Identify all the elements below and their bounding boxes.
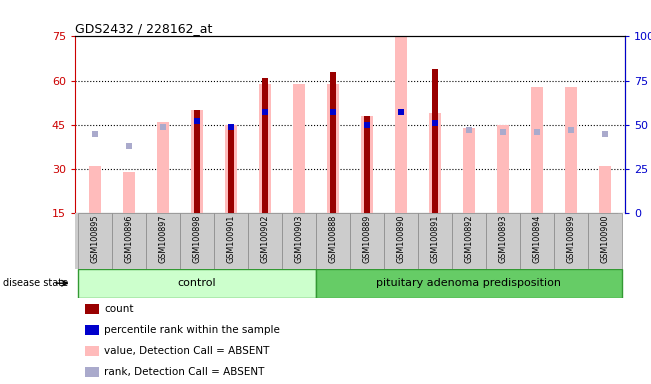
Text: GSM100889: GSM100889 <box>363 215 371 263</box>
Bar <box>293 84 305 213</box>
Bar <box>418 213 452 269</box>
Text: GSM100893: GSM100893 <box>498 215 507 263</box>
Text: GSM100895: GSM100895 <box>90 215 100 263</box>
Bar <box>191 110 203 213</box>
Bar <box>364 116 370 213</box>
Bar <box>519 213 553 269</box>
Text: GSM100900: GSM100900 <box>600 215 609 263</box>
Bar <box>350 213 384 269</box>
Bar <box>452 213 486 269</box>
Text: GSM100891: GSM100891 <box>430 215 439 263</box>
Bar <box>463 128 475 213</box>
Bar <box>384 213 418 269</box>
Bar <box>225 125 237 213</box>
Bar <box>78 213 112 269</box>
Text: disease state: disease state <box>3 278 68 288</box>
Text: GSM100897: GSM100897 <box>159 215 168 263</box>
Bar <box>497 125 508 213</box>
Bar <box>112 213 146 269</box>
Bar <box>262 78 268 213</box>
Text: GSM100902: GSM100902 <box>260 215 270 263</box>
Text: GSM100888: GSM100888 <box>329 215 337 263</box>
Text: value, Detection Call = ABSENT: value, Detection Call = ABSENT <box>104 346 270 356</box>
Bar <box>248 213 282 269</box>
Bar <box>157 122 169 213</box>
Bar <box>486 213 519 269</box>
Text: count: count <box>104 304 133 314</box>
Bar <box>564 86 577 213</box>
Text: GSM100892: GSM100892 <box>464 215 473 263</box>
Bar <box>361 116 373 213</box>
Text: GSM100899: GSM100899 <box>566 215 575 263</box>
Bar <box>316 213 350 269</box>
Text: pituitary adenoma predisposition: pituitary adenoma predisposition <box>376 278 561 288</box>
Bar <box>89 166 101 213</box>
Bar <box>330 72 336 213</box>
Text: GSM100890: GSM100890 <box>396 215 406 263</box>
Bar <box>588 213 622 269</box>
Bar <box>146 213 180 269</box>
Text: rank, Detection Call = ABSENT: rank, Detection Call = ABSENT <box>104 367 264 377</box>
Bar <box>194 110 200 213</box>
Bar <box>599 166 611 213</box>
Bar <box>316 269 622 298</box>
Bar <box>228 125 234 213</box>
Bar <box>429 113 441 213</box>
Bar <box>214 213 248 269</box>
Bar <box>327 84 339 213</box>
Text: control: control <box>178 278 216 288</box>
Text: GDS2432 / 228162_at: GDS2432 / 228162_at <box>75 22 212 35</box>
Bar <box>259 84 271 213</box>
Text: GSM100901: GSM100901 <box>227 215 236 263</box>
Text: GSM100894: GSM100894 <box>532 215 541 263</box>
Text: GSM100903: GSM100903 <box>294 215 303 263</box>
Bar <box>531 86 543 213</box>
Text: GSM100898: GSM100898 <box>193 215 202 263</box>
Bar <box>282 213 316 269</box>
Bar <box>78 269 316 298</box>
Bar <box>180 213 214 269</box>
Bar <box>553 213 588 269</box>
Bar <box>123 172 135 213</box>
Bar <box>395 36 407 213</box>
Bar <box>432 69 438 213</box>
Text: percentile rank within the sample: percentile rank within the sample <box>104 325 280 335</box>
Text: GSM100896: GSM100896 <box>125 215 133 263</box>
